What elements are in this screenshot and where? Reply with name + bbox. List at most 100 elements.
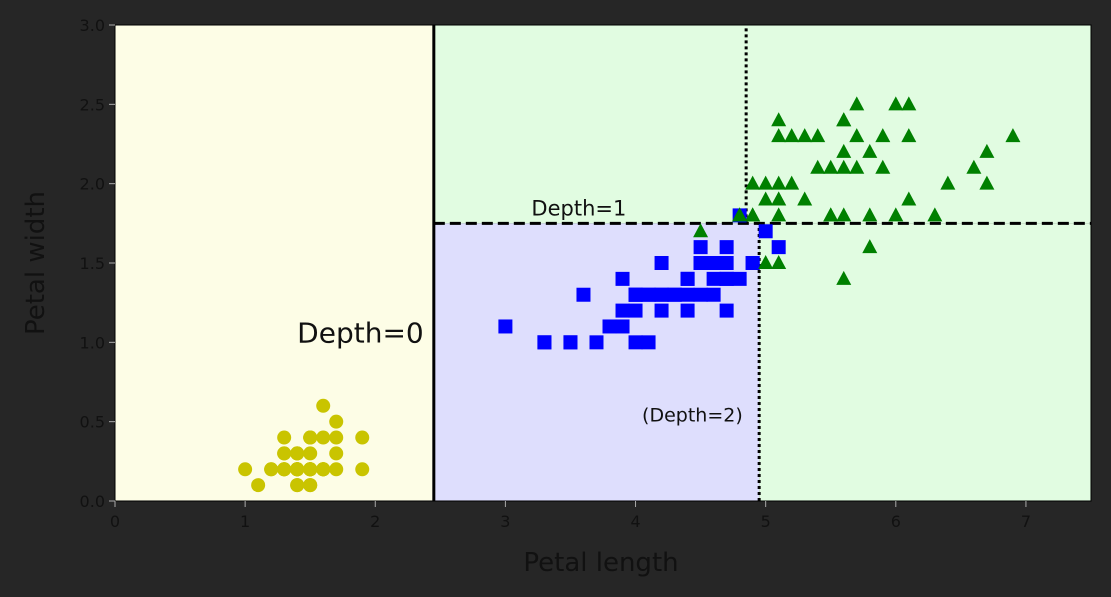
data-point-square: [680, 271, 695, 286]
data-point-square: [680, 287, 695, 302]
data-point-circle: [264, 462, 279, 477]
decision-region-4: [433, 25, 1091, 224]
data-point-triangle: [823, 207, 839, 222]
data-point-circle: [329, 446, 344, 461]
data-point-square: [719, 303, 734, 318]
data-point-circle: [329, 462, 344, 477]
data-point-triangle: [797, 191, 813, 206]
data-point-circle: [303, 462, 318, 477]
data-point-triangle: [849, 128, 865, 143]
data-point-triangle: [836, 159, 852, 174]
x-tick-label: 3: [500, 512, 510, 531]
decision-region-3: [759, 223, 1091, 502]
data-point-triangle: [927, 207, 943, 222]
data-point-square: [719, 271, 734, 286]
data-point-triangle: [771, 207, 787, 222]
data-point-square: [498, 319, 513, 334]
y-tick-label: 3.0: [80, 16, 105, 35]
data-point-square: [641, 287, 656, 302]
data-point-square: [576, 287, 591, 302]
data-point-circle: [238, 462, 253, 477]
data-point-circle: [355, 430, 370, 445]
y-tick-label: 0.5: [80, 413, 105, 432]
data-point-circle: [277, 446, 292, 461]
data-points: [238, 96, 1021, 493]
y-tick-label: 1.0: [80, 333, 105, 352]
data-point-triangle: [784, 175, 800, 190]
data-point-triangle: [771, 255, 787, 269]
y-tick-label: 1.5: [80, 254, 105, 273]
data-point-triangle: [1005, 128, 1021, 143]
data-point-circle: [303, 478, 318, 493]
data-point-square: [654, 303, 669, 318]
data-point-triangle: [901, 96, 917, 111]
x-tick-label: 2: [370, 512, 380, 531]
data-point-square: [693, 287, 708, 302]
data-point-square: [654, 287, 669, 302]
data-point-circle: [329, 430, 344, 445]
data-point-square: [563, 335, 578, 350]
data-point-circle: [316, 398, 331, 413]
y-axis-label: Petal width: [21, 191, 51, 335]
x-tick-label: 6: [891, 512, 901, 531]
data-point-triangle: [758, 191, 774, 206]
data-point-triangle: [862, 143, 878, 158]
data-point-square: [745, 256, 760, 270]
data-point-circle: [329, 414, 344, 429]
x-tick-label: 7: [1021, 512, 1031, 531]
data-point-square: [719, 256, 734, 270]
data-point-triangle: [836, 112, 852, 127]
y-tick-label: 2.5: [80, 95, 105, 114]
data-point-circle: [251, 478, 266, 493]
x-axis-ticks: 0 1 2 3 4 5 6 7: [110, 501, 1031, 531]
data-point-triangle: [979, 175, 995, 190]
data-point-triangle: [771, 112, 787, 127]
data-point-square: [602, 319, 617, 334]
data-point-square: [615, 319, 630, 334]
data-point-square: [537, 335, 552, 350]
data-point-circle: [290, 446, 305, 461]
data-point-square: [680, 303, 695, 318]
data-point-square: [667, 287, 682, 302]
data-point-square: [706, 271, 721, 286]
y-tick-label: 2.0: [80, 175, 105, 194]
annotation-depth-2: (Depth=2): [642, 405, 743, 427]
data-point-triangle: [940, 175, 956, 190]
data-point-square: [628, 303, 643, 318]
data-point-square: [758, 224, 773, 239]
data-point-triangle: [849, 159, 865, 174]
data-point-triangle: [836, 143, 852, 158]
data-point-square: [628, 287, 643, 302]
data-point-triangle: [810, 159, 826, 174]
data-point-triangle: [810, 128, 826, 143]
data-point-circle: [303, 430, 318, 445]
data-point-circle: [277, 462, 292, 477]
data-point-triangle: [862, 239, 878, 254]
data-point-triangle: [771, 191, 787, 206]
data-point-triangle: [888, 207, 904, 222]
x-tick-label: 1: [240, 512, 250, 531]
y-tick-label: 0.0: [80, 492, 105, 511]
data-point-circle: [277, 430, 292, 445]
data-point-triangle: [966, 159, 982, 174]
data-point-square: [589, 335, 604, 350]
data-point-square: [706, 287, 721, 302]
data-point-triangle: [758, 255, 774, 269]
data-point-triangle: [875, 159, 891, 174]
data-point-triangle: [797, 128, 813, 143]
depth-annotations: Depth=0 Depth=1 (Depth=2): [297, 196, 743, 426]
data-point-square: [654, 256, 669, 270]
data-point-circle: [290, 462, 305, 477]
x-tick-label: 4: [630, 512, 640, 531]
data-point-square: [693, 240, 708, 255]
data-point-circle: [316, 430, 331, 445]
data-point-circle: [316, 462, 331, 477]
data-point-triangle: [784, 128, 800, 143]
x-tick-label: 0: [110, 512, 120, 531]
y-axis-ticks: 0.0 0.5 1.0 1.5 2.0 2.5 3.0: [80, 16, 115, 511]
data-point-triangle: [745, 175, 761, 190]
data-point-square: [771, 240, 786, 255]
x-axis-label: Petal length: [523, 548, 678, 578]
data-point-square: [719, 240, 734, 255]
